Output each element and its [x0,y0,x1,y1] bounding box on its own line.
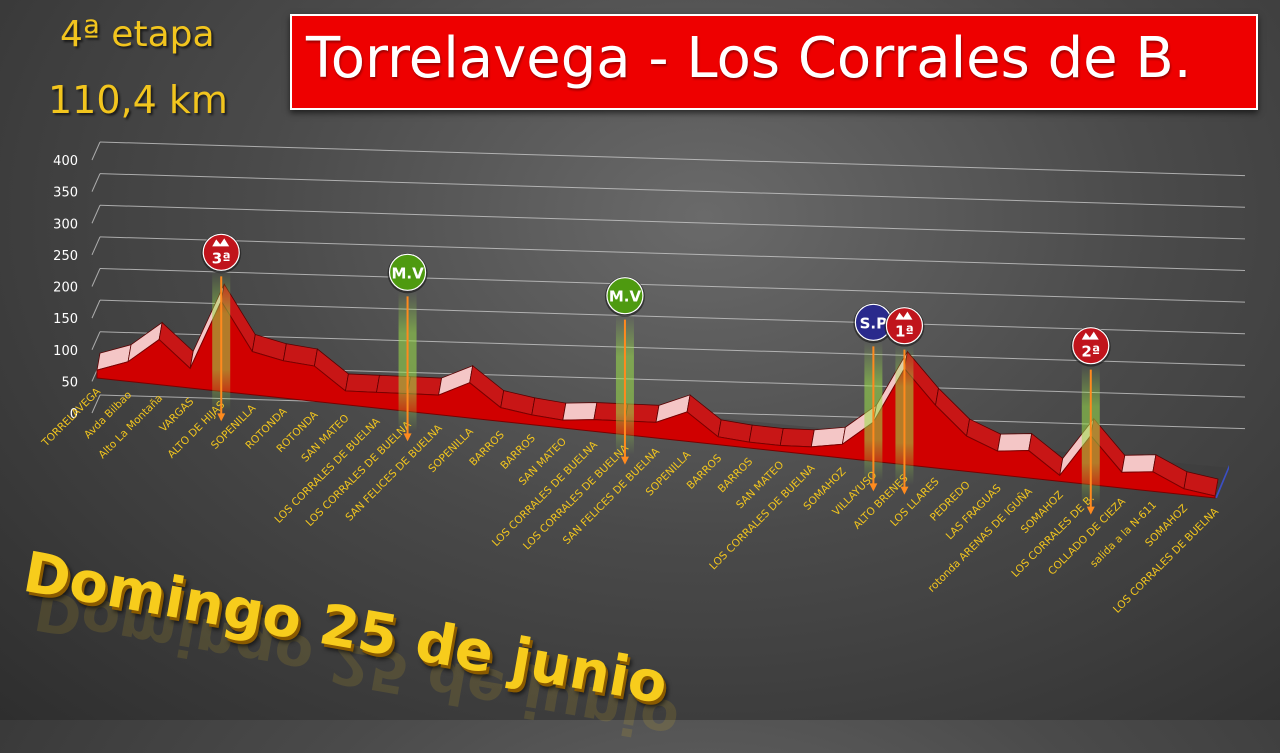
mountain-icon [212,238,230,247]
profile-area [96,300,1216,499]
badge-circle [388,253,427,291]
marker-arrow [620,456,629,465]
gridline-side [91,205,101,224]
mountain-icon [1081,331,1099,340]
profile-segment [810,426,846,448]
badge-circle [1072,327,1110,365]
gridline-side [91,173,101,192]
stage-distance: 110,4 km [48,78,228,122]
marker-arrow [869,483,878,492]
y-tick-label: 400 [53,154,78,169]
gridline-side [91,299,101,319]
badge-label: 2ª [1081,343,1100,361]
gridline [99,141,1246,177]
marker-special: S.P [853,303,894,492]
profile-segment [1121,454,1157,473]
route-markers: 3ª M.V M.V S.P 1ª 2ª [201,233,1111,515]
gridlines: 0 50 100 150 200 250 300 350 400 [53,141,1246,430]
stage-number: 4ª etapa [60,14,215,55]
y-tick-label: 300 [53,217,78,232]
y-tick-label: 200 [53,281,78,296]
gridline [99,299,1246,335]
marker-climb: 3ª [201,233,242,422]
mountain-icon [895,311,913,320]
badge-label: 1ª [895,323,914,341]
profile-segment [997,433,1033,452]
badge-label: 3ª [212,249,231,267]
marker-climb: 2ª [1070,326,1111,515]
floor-edge [1215,465,1229,498]
gridline [99,331,1246,366]
y-tick-label: 150 [53,312,78,327]
gridline [99,204,1246,240]
gridline-side [91,141,101,161]
title-banner: Torrelavega - Los Corrales de B. [290,14,1258,110]
profile-segment [344,373,380,393]
marker-sprint: M.V [387,253,428,442]
y-tick-label: 100 [53,344,78,359]
gridline [99,173,1246,208]
gridline-side [91,331,101,350]
marker-arrow [1086,506,1095,515]
badge-circle [202,233,240,271]
marker-sprint: M.V [604,276,645,465]
marker-arrow [900,486,909,495]
marker-climb: 1ª [884,306,925,495]
y-tick-label: 250 [53,249,78,264]
badge-label: M.V [391,264,424,282]
gridline [99,236,1246,271]
y-tick-label: 350 [53,186,78,201]
badge-label: S.P [860,314,888,332]
gridline-side [91,236,101,256]
y-tick-label: 0 [70,407,78,422]
badge-label: M.V [609,288,642,306]
badge-circle [885,307,924,345]
profile-segment [779,428,815,448]
marker-arrow [217,413,226,422]
profile-segment [562,402,598,421]
badge-circle [606,277,644,315]
gridline [99,268,1246,303]
marker-arrow [403,433,412,442]
profile-end-face [1215,479,1218,498]
x-tick-label: Alto La Montaña [96,392,165,461]
elevation-profile-chart: 050100150200250300350400TORRELAVEGAAvda … [39,141,1246,616]
stage-title: Torrelavega - Los Corrales de B. [306,26,1192,91]
gridline-side [91,268,101,287]
x-tick-label: TORRELAVEGA [39,385,104,450]
stage-profile-slide: 0 50 100 150 200 250 300 350 400 TORRELAVEGA Avda … [19,14,1258,753]
y-tick-label: 50 [61,375,78,390]
gridline-side [91,394,101,414]
